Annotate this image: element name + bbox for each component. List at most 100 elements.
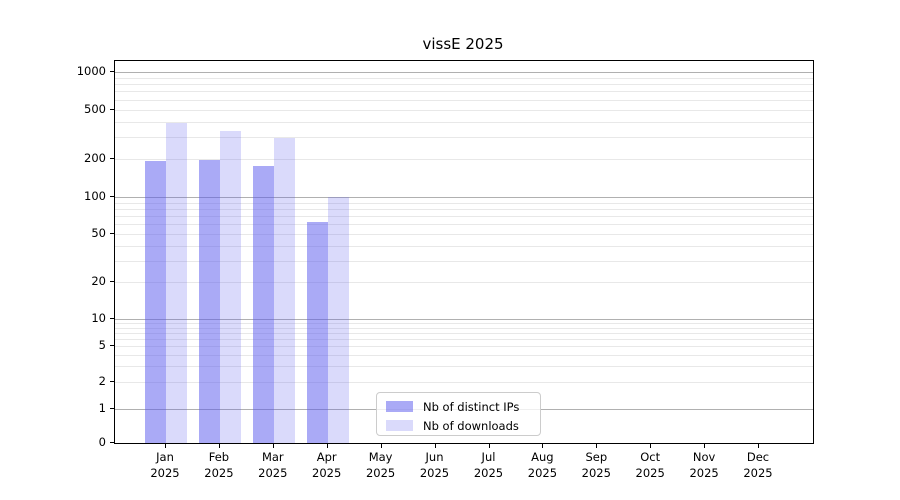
x-tick-year: 2025 xyxy=(150,466,180,480)
gridline-minor xyxy=(115,224,813,226)
y-tick-mark xyxy=(110,408,114,409)
y-tick-mark xyxy=(110,71,114,72)
gridline-minor xyxy=(115,327,813,329)
x-tick-label: Jul 2025 xyxy=(461,449,517,481)
gridline-minor xyxy=(115,245,813,247)
legend-label-downloads: Nb of downloads xyxy=(423,418,519,433)
x-tick-label: Oct 2025 xyxy=(622,449,678,481)
y-tick-mark xyxy=(110,318,114,319)
chart-title: vissE 2025 xyxy=(422,35,504,53)
legend-swatch-downloads xyxy=(386,420,413,431)
x-tick-mark xyxy=(326,443,328,448)
y-tick-mark xyxy=(110,196,114,197)
gridline-minor xyxy=(115,109,813,111)
y-tick-mark xyxy=(110,442,114,443)
x-tick-label: Feb 2025 xyxy=(191,449,247,481)
x-tick-mark xyxy=(165,443,166,448)
bar-mar-series1 xyxy=(273,138,295,443)
x-tick-year: 2025 xyxy=(312,466,342,480)
x-tick-mark xyxy=(272,443,274,448)
x-tick-month: Oct xyxy=(640,450,661,464)
y-tick-mark xyxy=(110,232,114,234)
x-tick-year: 2025 xyxy=(527,466,558,480)
y-tick-label: 2 xyxy=(98,373,106,388)
x-tick-mark xyxy=(650,443,652,448)
x-tick-month: May xyxy=(368,450,393,464)
x-tick-label: Nov 2025 xyxy=(676,449,732,481)
x-tick-mark xyxy=(542,443,544,448)
gridline-minor xyxy=(115,77,813,79)
bar-apr-series0 xyxy=(306,221,328,443)
x-tick-year: 2025 xyxy=(743,466,773,480)
gridline-minor xyxy=(115,282,813,284)
y-tick-label: 0 xyxy=(98,435,106,449)
x-tick-year: 2025 xyxy=(581,466,611,480)
x-tick-mark xyxy=(758,443,759,448)
x-tick-label: Jun 2025 xyxy=(407,449,463,481)
x-tick-year: 2025 xyxy=(204,466,234,480)
x-tick-label: Sep 2025 xyxy=(568,449,624,481)
x-tick-month: Jan xyxy=(156,450,174,464)
gridline-minor xyxy=(115,91,813,93)
gridline-minor xyxy=(115,233,813,235)
gridline-minor xyxy=(115,99,813,101)
x-tick-year: 2025 xyxy=(258,466,288,480)
x-tick-label: Aug 2025 xyxy=(514,449,570,481)
x-tick-label: Jan 2025 xyxy=(137,449,193,481)
y-tick-label: 1000 xyxy=(76,64,106,78)
gridline-minor xyxy=(115,346,813,348)
gridline-minor xyxy=(115,202,813,204)
x-tick-year: 2025 xyxy=(635,466,665,480)
y-tick-mark xyxy=(110,281,114,283)
x-tick-month: Mar xyxy=(261,450,284,464)
x-tick-mark xyxy=(488,443,490,448)
bar-apr-series1 xyxy=(327,197,349,443)
gridline-major xyxy=(115,197,813,198)
y-tick-label: 10 xyxy=(91,311,106,325)
gridline-minor xyxy=(115,260,813,262)
y-tick-mark xyxy=(110,108,114,110)
y-tick-mark xyxy=(110,345,114,347)
x-tick-month: Sep xyxy=(585,450,608,464)
gridline-major xyxy=(115,72,813,73)
bar-mar-series0 xyxy=(252,165,274,443)
gridline-major xyxy=(115,319,813,320)
y-tick-label: 50 xyxy=(91,225,106,240)
legend: Nb of distinct IPs Nb of downloads xyxy=(376,392,541,436)
y-tick-label: 5 xyxy=(98,338,106,353)
gridline-minor xyxy=(115,354,813,356)
x-tick-month: Feb xyxy=(208,450,230,464)
bar-feb-series1 xyxy=(219,131,241,443)
legend-label-distinct-ips: Nb of distinct IPs xyxy=(423,399,520,414)
x-tick-label: Dec 2025 xyxy=(730,449,786,481)
x-tick-month: Nov xyxy=(692,450,716,464)
bar-jan-series0 xyxy=(145,160,166,443)
bar-feb-series0 xyxy=(198,160,220,443)
x-tick-mark xyxy=(704,443,706,448)
y-tick-label: 100 xyxy=(84,189,106,203)
bar-jan-series1 xyxy=(166,123,187,443)
gridline-minor xyxy=(115,137,813,139)
y-tick-label: 20 xyxy=(91,274,106,289)
gridline-minor xyxy=(115,366,813,368)
gridline-minor xyxy=(115,84,813,86)
x-tick-mark xyxy=(596,443,598,448)
x-tick-mark xyxy=(380,443,382,448)
x-tick-month: Jul xyxy=(481,450,496,464)
x-tick-label: May 2025 xyxy=(353,449,409,481)
x-tick-label: Mar 2025 xyxy=(245,449,301,481)
y-tick-label: 500 xyxy=(84,101,106,116)
legend-item-distinct-ips: Nb of distinct IPs xyxy=(386,398,540,415)
y-tick-mark xyxy=(110,380,114,382)
legend-swatch-distinct-ips xyxy=(386,401,413,412)
y-tick-mark xyxy=(110,158,114,160)
x-tick-year: 2025 xyxy=(473,466,504,480)
y-tick-label: 200 xyxy=(84,151,106,166)
gridline-minor xyxy=(115,381,813,383)
x-tick-year: 2025 xyxy=(689,466,719,480)
gridline-minor xyxy=(115,332,813,334)
x-tick-year: 2025 xyxy=(365,466,396,480)
gridline-minor xyxy=(115,339,813,340)
gridline-minor xyxy=(115,208,813,210)
